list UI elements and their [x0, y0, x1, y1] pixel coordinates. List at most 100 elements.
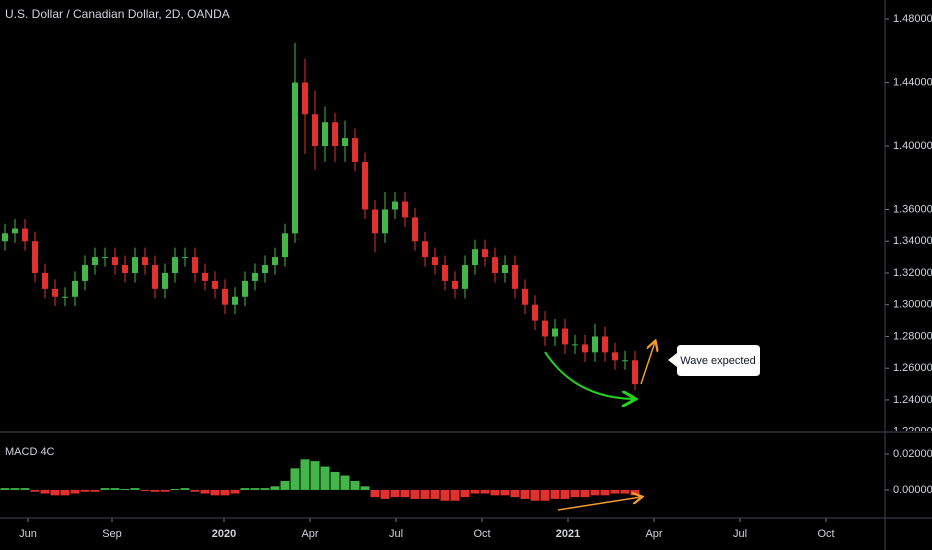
macd-bar	[200, 489, 210, 494]
candle-body	[402, 201, 408, 218]
candle-body	[492, 257, 498, 273]
candle-body	[482, 249, 488, 258]
candle-body	[372, 209, 378, 234]
x-tick-label: 2020	[212, 528, 236, 540]
x-tick-label: Jul	[733, 528, 747, 540]
candle-body	[72, 280, 78, 297]
drawn-arrow	[640, 342, 655, 385]
callout-text: Wave expected	[680, 355, 755, 367]
candle-body	[452, 280, 458, 289]
candle-body	[132, 257, 138, 273]
macd-bar	[300, 459, 310, 490]
drawn-curve	[544, 351, 634, 399]
x-tick-label: Oct	[473, 528, 490, 540]
macd-bar	[600, 489, 610, 496]
macd-bar	[20, 488, 30, 490]
candle-body	[222, 288, 228, 305]
drawn-arrow-macd	[557, 497, 641, 511]
y-tick-label: 1.22000	[893, 426, 932, 438]
macd-bar	[420, 489, 430, 499]
macd-bar	[510, 489, 520, 498]
candle-body	[362, 161, 368, 210]
candle-body	[232, 296, 238, 305]
y-tick-label: 1.32000	[893, 267, 932, 279]
y-tick-label: 1.40000	[893, 140, 932, 152]
macd-bar	[570, 489, 580, 498]
candle-body	[472, 249, 478, 266]
callout	[668, 345, 760, 376]
macd-bar	[530, 489, 540, 501]
macd-bar	[220, 489, 230, 496]
macd-bar	[250, 488, 260, 490]
macd-y-tick-label: 0.00000	[893, 484, 932, 496]
macd-bar	[620, 489, 630, 494]
candle-body	[612, 352, 618, 361]
candle-body	[552, 328, 558, 337]
x-tick-label: 2021	[556, 528, 580, 540]
macd-bar	[160, 489, 170, 492]
candle-body	[422, 241, 428, 258]
candle-body	[242, 280, 248, 297]
candle-body	[502, 265, 508, 273]
macd-bar	[480, 489, 490, 494]
candle-body	[532, 304, 538, 321]
macd-bar	[330, 471, 340, 490]
candle-body	[622, 360, 628, 362]
candle-body	[102, 257, 108, 259]
macd-bar	[150, 489, 160, 492]
candle-body	[302, 82, 308, 115]
candle-body	[182, 257, 188, 259]
macd-pane	[0, 459, 640, 501]
macd-bar	[10, 488, 20, 490]
candle-body	[562, 328, 568, 345]
macd-bar	[140, 489, 150, 491]
candle-body	[172, 257, 178, 273]
candle-body	[202, 272, 208, 281]
candle-body	[162, 272, 168, 289]
macd-bar	[110, 488, 120, 490]
macd-bar	[320, 466, 330, 490]
y-tick-label: 1.30000	[893, 299, 932, 311]
macd-bar	[400, 489, 410, 498]
candle-body	[92, 257, 98, 266]
macd-bar	[470, 489, 480, 494]
macd-bar	[500, 489, 510, 496]
macd-bar	[170, 489, 180, 491]
candle-body	[582, 344, 588, 353]
chart-title: U.S. Dollar / Canadian Dollar, 2D, OANDA	[5, 7, 230, 21]
macd-bar	[460, 489, 470, 498]
macd-bar	[370, 489, 380, 498]
candle-body	[432, 257, 438, 266]
candle-body	[522, 288, 528, 305]
candle-body	[442, 265, 448, 281]
candle-body	[142, 257, 148, 266]
x-tick-label: Oct	[817, 528, 834, 540]
candle-body	[592, 336, 598, 353]
axes-lower: 0.02000 0.00000 Jun Sep 2020 Apr Jul Oct 2021 Apr…	[19, 448, 932, 540]
indicator-name: MACD 4C	[5, 446, 55, 458]
candle-body	[512, 265, 518, 289]
macd-bar	[30, 489, 40, 492]
macd-bar	[100, 488, 110, 490]
y-tick-label: 1.26000	[893, 362, 932, 374]
candle-body	[392, 201, 398, 210]
macd-bar	[80, 489, 90, 492]
y-tick-label: 1.28000	[893, 330, 932, 342]
candle-body	[322, 122, 328, 147]
macd-bar	[380, 489, 390, 499]
macd-bar	[550, 489, 560, 499]
candle-body	[12, 228, 18, 234]
macd-bar	[290, 468, 300, 490]
candle-body	[22, 228, 28, 242]
macd-bar	[340, 475, 350, 490]
macd-bar	[490, 489, 500, 496]
y-tick-label: 1.36000	[893, 203, 932, 215]
candle-body	[152, 265, 158, 289]
macd-bar	[260, 488, 270, 490]
candle-body	[252, 272, 258, 281]
candle-body	[292, 82, 298, 234]
macd-bar	[70, 489, 80, 494]
macd-bar	[90, 489, 100, 492]
macd-bar	[190, 489, 200, 492]
